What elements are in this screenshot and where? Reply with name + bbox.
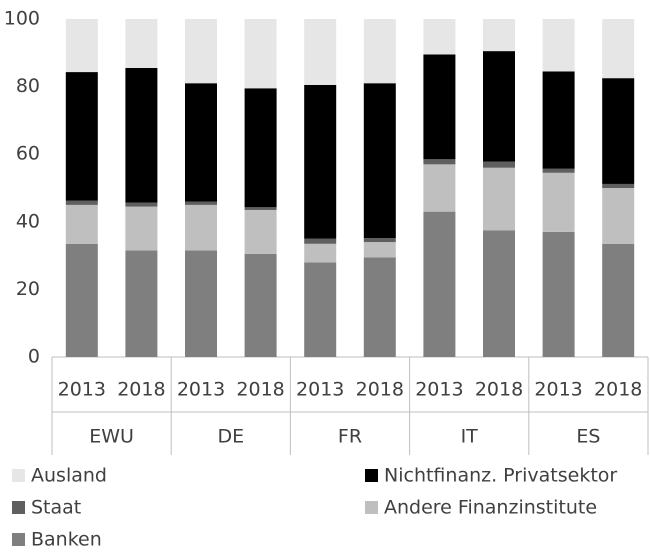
bar-segment [542, 231, 575, 357]
bar-segment [244, 19, 277, 89]
bar-segment [602, 243, 635, 357]
bar-segment [602, 78, 635, 184]
bar-segment [244, 209, 277, 254]
y-tick-label: 20 [16, 278, 40, 300]
legend-label: Nichtfinanz. Privatsektor [384, 465, 617, 487]
bar-segment [542, 71, 575, 169]
bar-segment [363, 83, 396, 239]
bar-segment [602, 19, 635, 79]
legend-label: Ausland [31, 465, 107, 487]
group-label: DE [217, 426, 244, 448]
legend-swatch [365, 501, 378, 514]
bar-segment [363, 238, 396, 243]
group-label: FR [338, 426, 362, 448]
x-tick-label: 2018 [117, 379, 165, 401]
bar-segment [483, 167, 515, 231]
y-tick-label: 60 [16, 143, 40, 165]
legend-label: Banken [31, 529, 102, 551]
bar-segment [125, 250, 158, 357]
bar-segment [423, 211, 456, 357]
y-tick-label: 80 [16, 75, 40, 97]
group-label: ES [576, 426, 600, 448]
y-tick-label: 100 [4, 8, 40, 30]
bar-segment [304, 238, 337, 244]
group-label: EWU [89, 426, 134, 448]
bar-segment [483, 19, 515, 52]
x-tick-label: 2013 [415, 379, 463, 401]
legend-swatch [12, 501, 25, 514]
bar-segment [423, 159, 456, 165]
bar-segment [185, 201, 217, 205]
bar-segment [423, 19, 456, 55]
legend-label: Andere Finanzinstitute [384, 497, 597, 519]
bar-segment [304, 19, 337, 85]
x-tick-label: 2013 [177, 379, 225, 401]
bar-segment [304, 262, 337, 357]
group-label: IT [461, 426, 479, 448]
legend-swatch [365, 469, 378, 482]
x-tick-label: 2018 [475, 379, 523, 401]
y-tick-label: 40 [16, 210, 40, 232]
bar-segment [125, 19, 158, 69]
bar-segment [185, 250, 217, 357]
bar-segment [185, 83, 217, 202]
bar-segment [244, 88, 277, 208]
x-tick-label: 2018 [236, 379, 284, 401]
bar-segment [125, 206, 158, 251]
bar-segment [542, 168, 575, 173]
legend-swatch [12, 469, 25, 482]
x-tick-label: 2013 [296, 379, 344, 401]
x-tick-label: 2018 [594, 379, 642, 401]
bar-segment [602, 183, 635, 188]
x-tick-label: 2013 [58, 379, 106, 401]
bar-segment [363, 257, 396, 357]
bar-segment [363, 19, 396, 84]
bar-segment [423, 164, 456, 212]
bar-segment [65, 72, 98, 201]
bar-segment [125, 68, 158, 203]
x-tick-label: 2013 [534, 379, 582, 401]
bar-segment [483, 51, 515, 162]
legend-label: Staat [31, 497, 81, 519]
x-tick-label: 2018 [356, 379, 404, 401]
legend-swatch [12, 533, 25, 546]
bar-segment [65, 19, 98, 73]
bar-segment [65, 204, 98, 244]
bar-segment [542, 172, 575, 232]
bar-segment [483, 230, 515, 357]
bar-segment [304, 243, 337, 263]
bar-segment [483, 161, 515, 168]
bar-segment [542, 19, 575, 72]
bar-segment [244, 253, 277, 357]
bar-segment [185, 19, 217, 84]
bar-segment [185, 204, 217, 251]
bar-segment [65, 200, 98, 205]
bar-segment [244, 207, 277, 210]
y-tick-label: 0 [28, 346, 40, 368]
bar-segment [602, 188, 635, 244]
bar-segment [363, 242, 396, 258]
bar-segment [125, 202, 158, 207]
bar-segment [65, 243, 98, 357]
bar-segment [304, 84, 337, 239]
bar-segment [423, 54, 456, 160]
